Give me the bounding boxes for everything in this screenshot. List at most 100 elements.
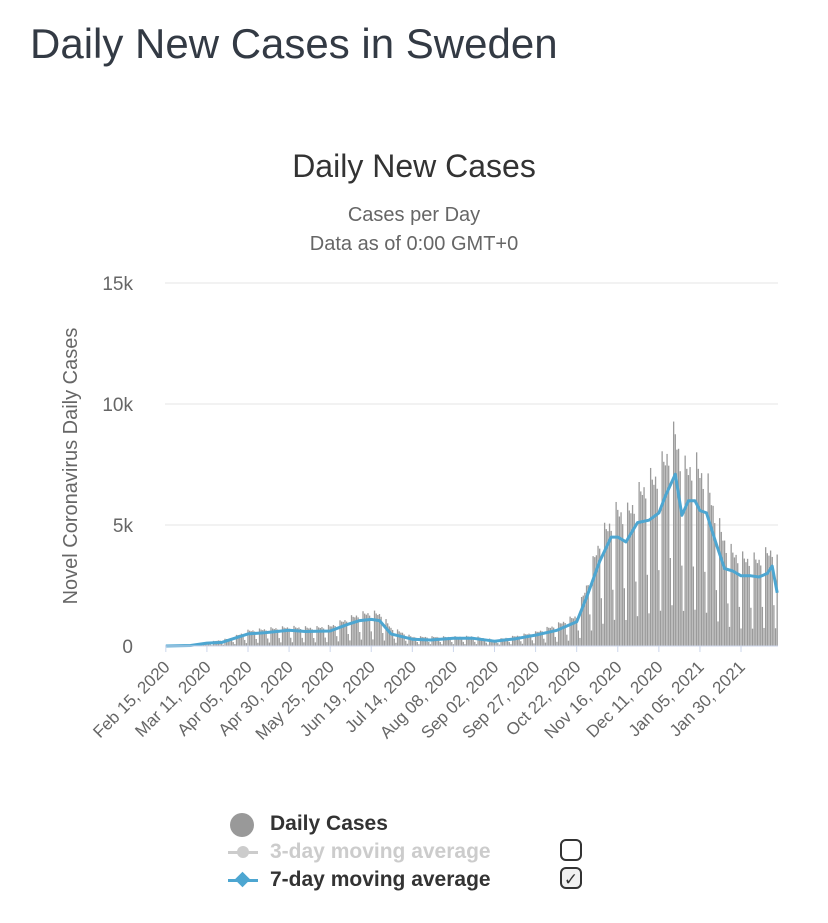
daily-case-bar[interactable]: [635, 581, 637, 646]
daily-case-bar[interactable]: [577, 630, 579, 646]
daily-case-bar[interactable]: [221, 643, 223, 646]
daily-case-bar[interactable]: [495, 640, 497, 646]
daily-case-bar[interactable]: [751, 628, 754, 646]
daily-case-bar[interactable]: [408, 634, 410, 646]
daily-case-bar[interactable]: [705, 612, 708, 646]
daily-case-bar[interactable]: [506, 638, 509, 646]
daily-case-bar[interactable]: [589, 614, 591, 646]
legend-item-daily-cases[interactable]: Daily Cases: [228, 810, 608, 838]
daily-case-bar[interactable]: [719, 518, 721, 646]
daily-case-bar[interactable]: [418, 644, 420, 646]
daily-case-bar[interactable]: [345, 621, 348, 646]
daily-case-bar[interactable]: [579, 637, 581, 646]
daily-case-bar[interactable]: [620, 512, 622, 646]
daily-case-bar[interactable]: [280, 642, 282, 646]
daily-case-bar[interactable]: [209, 644, 211, 646]
daily-case-bar[interactable]: [562, 621, 565, 646]
daily-case-bar[interactable]: [622, 524, 624, 646]
daily-case-bar[interactable]: [543, 638, 545, 646]
daily-case-bar[interactable]: [669, 558, 672, 646]
daily-case-bar[interactable]: [641, 494, 644, 646]
daily-case-bar[interactable]: [746, 558, 749, 646]
daily-case-bar[interactable]: [617, 509, 619, 646]
daily-case-bar[interactable]: [572, 618, 575, 646]
daily-case-bar[interactable]: [493, 639, 496, 646]
daily-case-bar[interactable]: [513, 636, 515, 646]
daily-case-bar[interactable]: [631, 505, 634, 646]
daily-case-bar[interactable]: [395, 642, 397, 646]
daily-case-bar[interactable]: [244, 639, 246, 646]
daily-case-bar[interactable]: [480, 638, 483, 646]
daily-case-bar[interactable]: [738, 606, 741, 646]
daily-case-bar[interactable]: [697, 468, 699, 646]
daily-case-bar[interactable]: [378, 613, 381, 646]
daily-case-bar[interactable]: [677, 448, 680, 646]
daily-case-bar[interactable]: [382, 633, 384, 646]
daily-case-bar[interactable]: [391, 629, 394, 646]
daily-case-bar[interactable]: [462, 641, 464, 646]
daily-case-bar[interactable]: [658, 570, 660, 646]
daily-case-bar[interactable]: [569, 616, 571, 646]
daily-case-bar[interactable]: [776, 554, 778, 646]
daily-case-bar[interactable]: [400, 632, 402, 646]
daily-case-bar[interactable]: [309, 627, 312, 646]
daily-case-bar[interactable]: [497, 643, 499, 646]
daily-case-bar[interactable]: [748, 565, 750, 646]
daily-case-bar[interactable]: [707, 473, 709, 646]
daily-case-bar[interactable]: [756, 563, 759, 646]
daily-case-bar[interactable]: [768, 555, 770, 646]
daily-case-bar[interactable]: [488, 638, 491, 646]
daily-case-bar[interactable]: [472, 637, 474, 646]
daily-case-bar[interactable]: [732, 552, 734, 646]
daily-case-bar[interactable]: [296, 628, 298, 646]
daily-case-bar[interactable]: [436, 636, 438, 646]
daily-case-bar[interactable]: [225, 638, 228, 646]
daily-case-bar[interactable]: [406, 643, 409, 646]
daily-case-bar[interactable]: [608, 523, 611, 646]
daily-case-bar[interactable]: [559, 623, 561, 646]
daily-case-bar[interactable]: [594, 557, 596, 646]
daily-case-bar[interactable]: [490, 639, 492, 646]
legend-item-3-day-average[interactable]: 3-day moving average: [228, 838, 608, 866]
daily-case-bar[interactable]: [339, 620, 341, 646]
daily-case-bar[interactable]: [607, 531, 609, 646]
daily-case-bar[interactable]: [327, 624, 330, 646]
daily-case-bar[interactable]: [275, 628, 277, 646]
seven-day-average-path[interactable]: [165, 472, 779, 648]
daily-case-bar[interactable]: [239, 634, 241, 646]
daily-case-bar[interactable]: [687, 475, 690, 646]
daily-case-bar[interactable]: [533, 643, 535, 646]
daily-case-bar[interactable]: [628, 510, 630, 646]
daily-case-bar[interactable]: [582, 595, 584, 646]
daily-case-bar[interactable]: [428, 642, 430, 646]
daily-case-bar[interactable]: [444, 636, 446, 646]
daily-case-bar[interactable]: [709, 492, 711, 646]
daily-case-bar[interactable]: [449, 637, 451, 646]
daily-case-bar[interactable]: [322, 628, 325, 646]
daily-case-bar[interactable]: [469, 636, 471, 646]
daily-case-bar[interactable]: [242, 633, 244, 646]
daily-case-bar[interactable]: [515, 636, 517, 646]
daily-case-bar[interactable]: [283, 627, 285, 646]
daily-case-bar[interactable]: [240, 633, 243, 646]
daily-case-bar[interactable]: [451, 642, 453, 646]
daily-case-bar[interactable]: [439, 642, 441, 646]
daily-case-bar[interactable]: [645, 498, 647, 646]
daily-case-bar[interactable]: [605, 529, 607, 646]
daily-case-bar[interactable]: [485, 642, 487, 646]
daily-case-bar[interactable]: [597, 545, 599, 646]
daily-case-bar[interactable]: [649, 467, 652, 646]
daily-case-bar[interactable]: [314, 642, 317, 646]
daily-case-bar[interactable]: [265, 630, 267, 646]
daily-case-bar[interactable]: [666, 453, 668, 646]
daily-case-bar[interactable]: [692, 566, 695, 646]
daily-case-bar[interactable]: [599, 548, 601, 646]
daily-case-bar[interactable]: [377, 615, 379, 646]
daily-case-bar[interactable]: [521, 643, 524, 646]
daily-case-bar[interactable]: [452, 644, 455, 646]
daily-case-bar[interactable]: [359, 632, 361, 646]
daily-case-bar[interactable]: [268, 642, 271, 646]
daily-case-bar[interactable]: [380, 616, 382, 646]
daily-case-bar[interactable]: [253, 631, 256, 646]
daily-case-bar[interactable]: [765, 547, 767, 646]
